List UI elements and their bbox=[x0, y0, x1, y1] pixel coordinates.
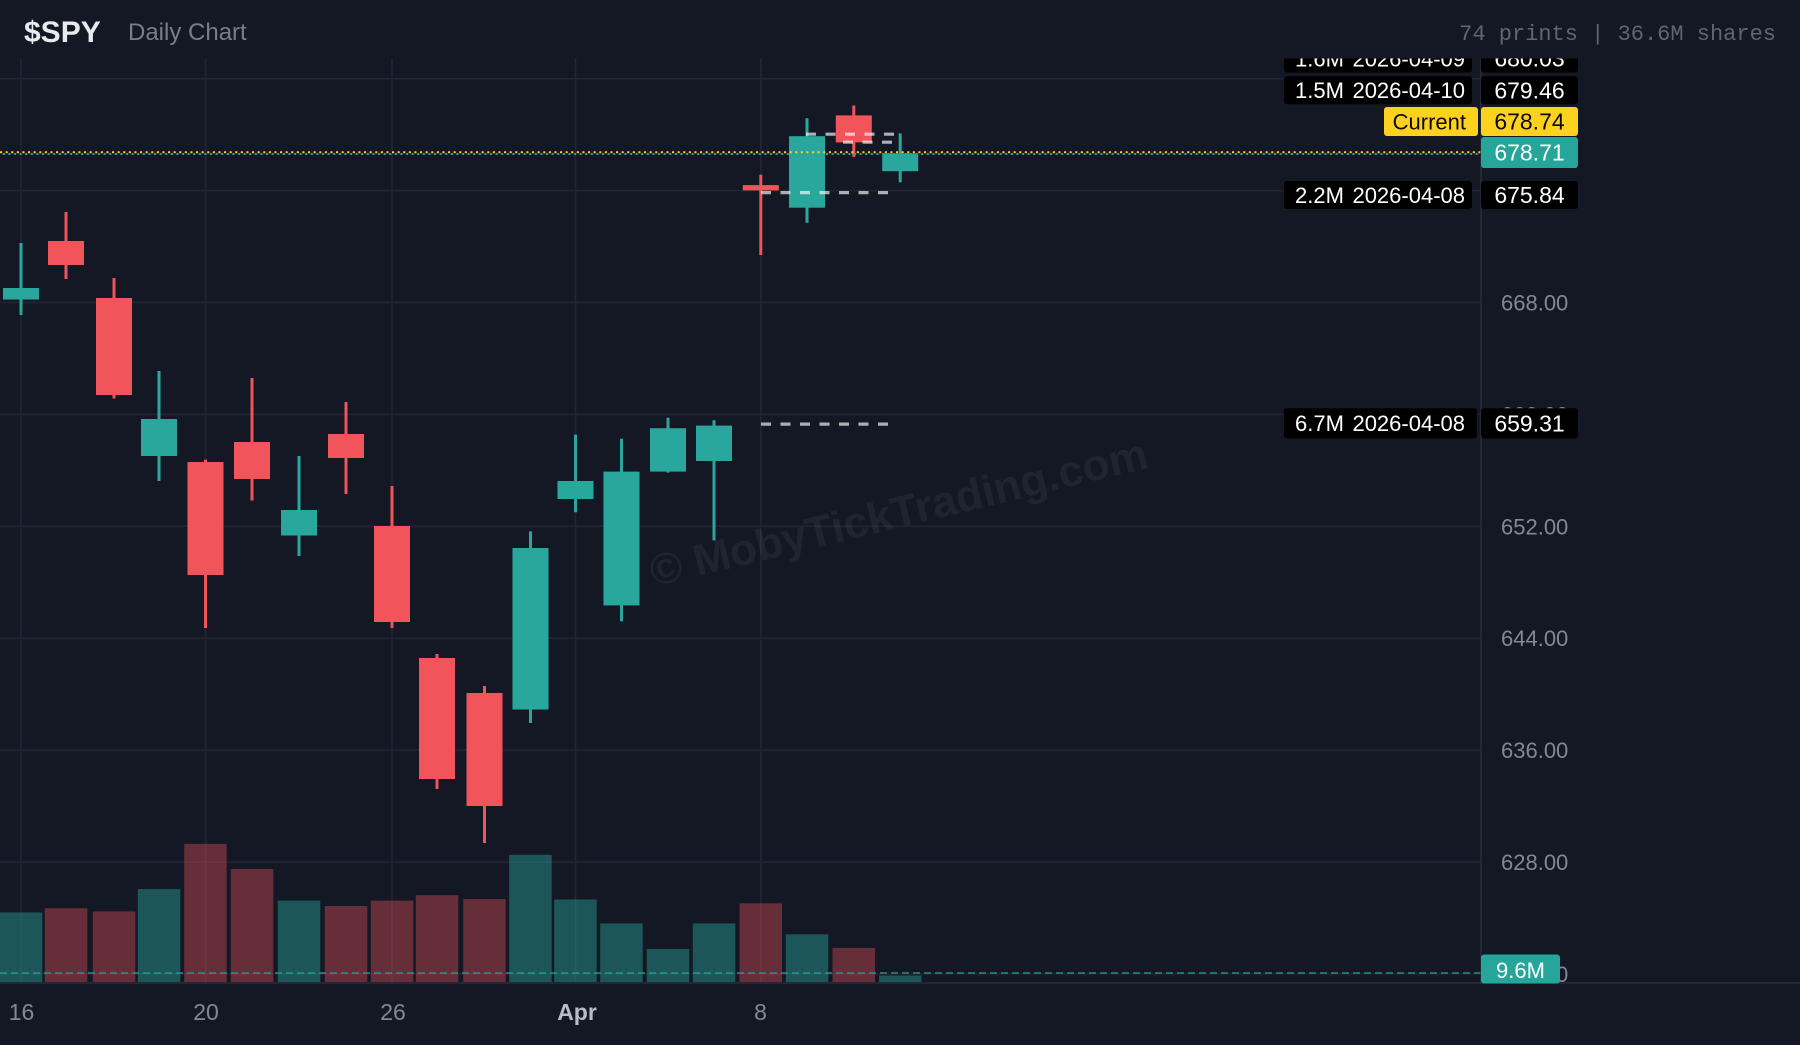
svg-text:2026-04-08: 2026-04-08 bbox=[1352, 411, 1465, 436]
svg-text:2.2M: 2.2M bbox=[1295, 183, 1344, 208]
svg-text:636.00: 636.00 bbox=[1501, 738, 1568, 763]
svg-text:2026-04-08: 2026-04-08 bbox=[1352, 183, 1465, 208]
svg-text:16: 16 bbox=[9, 999, 35, 1025]
svg-text:644.00: 644.00 bbox=[1501, 626, 1568, 651]
svg-text:8: 8 bbox=[754, 999, 767, 1025]
svg-text:1.5M: 1.5M bbox=[1295, 78, 1344, 103]
svg-text:6.7M: 6.7M bbox=[1295, 411, 1344, 436]
svg-text:9.6M: 9.6M bbox=[1496, 958, 1545, 983]
svg-text:678.74: 678.74 bbox=[1494, 109, 1565, 135]
svg-text:Apr: Apr bbox=[557, 999, 597, 1025]
svg-text:679.46: 679.46 bbox=[1494, 77, 1564, 103]
svg-text:668.00: 668.00 bbox=[1501, 291, 1568, 316]
svg-text:2026-04-10: 2026-04-10 bbox=[1352, 78, 1465, 103]
svg-text:659.31: 659.31 bbox=[1494, 410, 1564, 436]
svg-text:74 prints | 36.6M shares: 74 prints | 36.6M shares bbox=[1459, 22, 1776, 47]
svg-text:678.71: 678.71 bbox=[1494, 140, 1564, 166]
svg-text:Current: Current bbox=[1393, 110, 1466, 135]
svg-text:628.00: 628.00 bbox=[1501, 850, 1568, 875]
svg-text:20: 20 bbox=[193, 999, 219, 1025]
svg-text:Daily Chart: Daily Chart bbox=[128, 19, 247, 46]
svg-text:$SPY: $SPY bbox=[24, 16, 101, 49]
svg-text:675.84: 675.84 bbox=[1494, 182, 1565, 208]
svg-text:26: 26 bbox=[380, 999, 406, 1025]
svg-text:652.00: 652.00 bbox=[1501, 514, 1568, 539]
